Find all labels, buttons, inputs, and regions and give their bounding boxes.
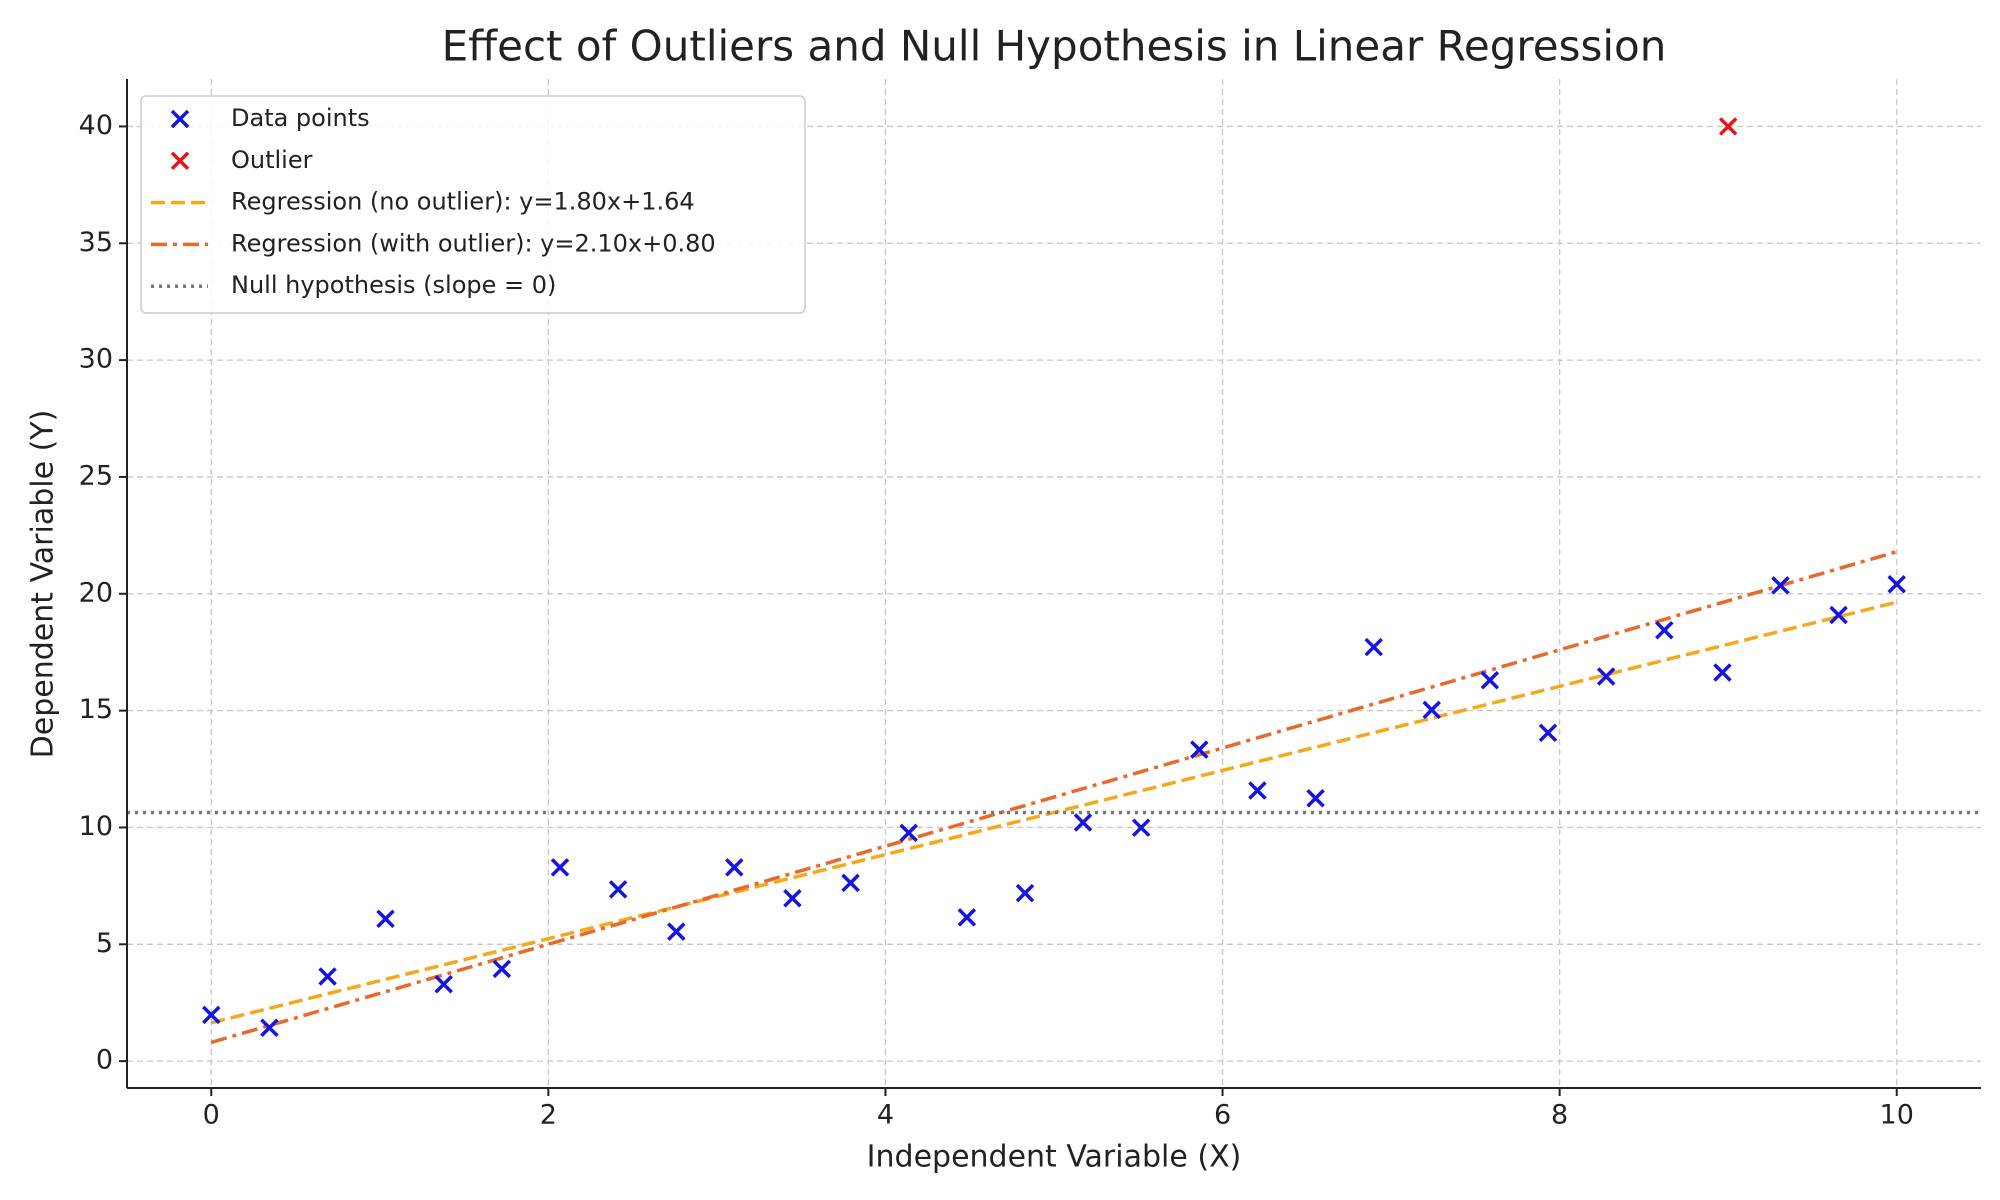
x-marker: [1713, 663, 1732, 682]
x-marker: [1771, 576, 1790, 595]
x-marker: [957, 908, 977, 927]
y-tick-label: 25: [79, 460, 113, 491]
legend-label: Data points: [231, 104, 370, 132]
x-marker: [1131, 818, 1151, 837]
x-marker: [1829, 605, 1848, 625]
x-axis-label: Independent Variable (X): [867, 1140, 1242, 1175]
x-marker: [318, 967, 337, 986]
legend-label: Null hypothesis (slope = 0): [231, 271, 556, 299]
legend-label: Regression (with outlier): y=2.10x+0.80: [231, 229, 716, 257]
y-tick-label: 5: [96, 928, 113, 959]
x-marker: [667, 922, 686, 941]
x-tick-label: 10: [1880, 1100, 1914, 1131]
y-tick-label: 30: [79, 344, 113, 375]
x-tick-label: 2: [540, 1100, 557, 1131]
x-marker: [376, 909, 395, 929]
y-tick-label: 15: [79, 694, 113, 725]
x-marker: [1422, 700, 1441, 720]
x-marker: [1480, 671, 1500, 690]
legend-box: [140, 95, 806, 314]
x-marker: [1306, 789, 1325, 808]
x-marker: [725, 858, 744, 877]
line: [210, 600, 1898, 1025]
x-marker: [1248, 781, 1267, 800]
x-marker: [1364, 637, 1383, 657]
legend-marker: [170, 151, 190, 171]
x-marker: [1887, 574, 1906, 594]
x-marker: [899, 823, 918, 843]
x-marker: [1073, 813, 1093, 832]
grid: [127, 79, 1981, 1088]
x-marker: [202, 1005, 221, 1025]
chart-title: Effect of Outliers and Null Hypothesis i…: [442, 22, 1667, 71]
x-tick-label: 6: [1214, 1100, 1231, 1131]
plot-area: [127, 117, 1981, 1045]
legend-marker: [170, 109, 190, 129]
x-marker: [1718, 117, 1738, 136]
y-axis-label: Dependent Variable (Y): [26, 410, 61, 759]
x-marker: [1596, 667, 1616, 686]
x-marker: [260, 1018, 279, 1037]
y-tick-label: 35: [79, 227, 113, 258]
x-marker: [841, 873, 860, 893]
y-tick-label: 10: [79, 811, 113, 842]
x-marker: [1655, 620, 1674, 640]
x-marker: [434, 975, 453, 994]
y-tick-label: 20: [79, 577, 113, 608]
y-tick-label: 0: [96, 1045, 113, 1076]
legend-label: Regression (no outlier): y=1.80x+1.64: [231, 188, 695, 216]
x-tick-label: 8: [1551, 1100, 1568, 1131]
x-marker: [608, 880, 628, 899]
x-marker: [783, 889, 802, 908]
x-marker: [550, 858, 570, 877]
x-marker: [492, 959, 512, 979]
x-tick-label: 0: [203, 1100, 220, 1131]
y-tick-label: 40: [79, 110, 113, 141]
line: [210, 550, 1898, 1045]
x-marker: [1538, 723, 1558, 743]
x-marker: [1190, 740, 1209, 759]
legend: Data points Outlier Regression (no outlier…: [140, 95, 806, 314]
x-tick-label: 4: [877, 1100, 894, 1131]
legend-label: Outlier: [231, 146, 313, 174]
x-marker: [1015, 883, 1035, 903]
